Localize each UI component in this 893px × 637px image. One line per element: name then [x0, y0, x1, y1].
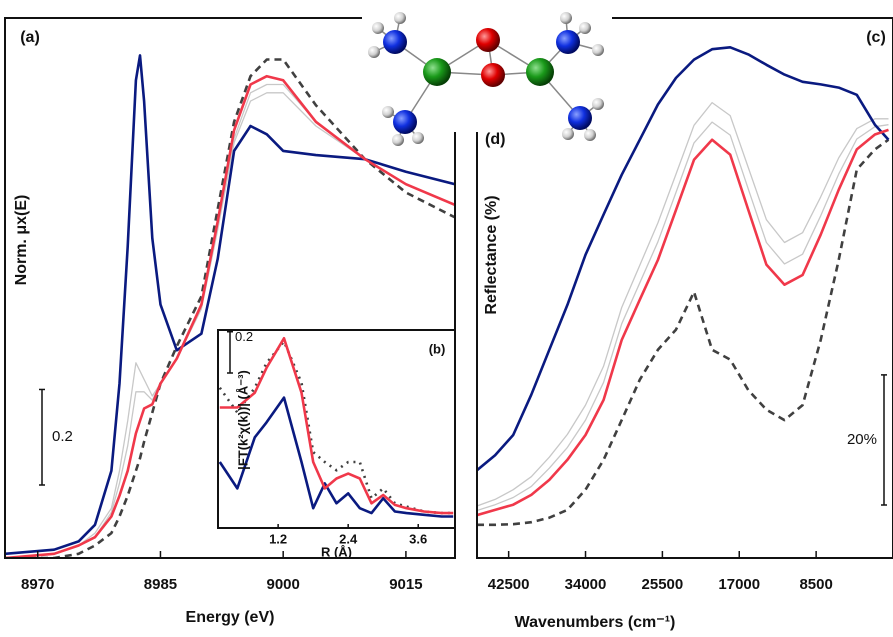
hydrogen-atom — [372, 22, 384, 34]
scale-bar-label: 20% — [847, 431, 877, 448]
nitrogen-atom — [568, 106, 592, 130]
x-tick-label: 9000 — [266, 576, 299, 593]
x-tick-label: 3.6 — [409, 531, 427, 546]
hydrogen-atom — [392, 134, 404, 146]
panel-label: (a) — [20, 29, 40, 46]
hydrogen-atom — [562, 128, 574, 140]
oxygen-atom — [481, 63, 505, 87]
x-tick-label: 42500 — [488, 576, 530, 593]
panel-label: (b) — [429, 341, 446, 356]
x-axis-title: Wavenumbers (cm⁻¹) — [515, 614, 676, 631]
x-tick-label: 25500 — [642, 576, 684, 593]
copper-atom — [526, 58, 554, 86]
scale-bar-label: 0.2 — [52, 428, 73, 445]
hydrogen-atom — [579, 22, 591, 34]
nitrogen-atom — [393, 110, 417, 134]
oxygen-atom — [476, 28, 500, 52]
x-tick-label: 9015 — [389, 576, 422, 593]
hydrogen-atom — [382, 106, 394, 118]
inset-background — [218, 330, 455, 528]
nitrogen-atom — [383, 30, 407, 54]
x-axis-title: Energy (eV) — [186, 609, 275, 626]
scale-bar-label: 0.2 — [235, 329, 253, 344]
molecule-label: (d) — [485, 131, 505, 148]
series-line — [477, 140, 889, 525]
y-axis-title: Reflectance (%) — [483, 195, 500, 314]
hydrogen-atom — [592, 98, 604, 110]
hydrogen-atom — [368, 46, 380, 58]
hydrogen-atom — [584, 129, 596, 141]
x-axis-title: R (Å) — [321, 544, 352, 559]
panel-label: (c) — [866, 29, 886, 46]
x-tick-label: 8500 — [799, 576, 832, 593]
hydrogen-atom — [592, 44, 604, 56]
hydrogen-atom — [394, 12, 406, 24]
x-tick-label: 8985 — [144, 576, 177, 593]
x-tick-label: 8970 — [21, 576, 54, 593]
copper-atom — [423, 58, 451, 86]
series-line — [477, 103, 889, 506]
figure: 8970 8985 9000 9015 Energy (eV) Norm. μx(E) (a… — [0, 0, 893, 637]
nitrogen-atom — [556, 30, 580, 54]
x-tick-label: 1.2 — [269, 531, 287, 546]
x-tick-label: 34000 — [565, 576, 607, 593]
x-tick-label: 17000 — [718, 576, 760, 593]
y-axis-title: Norm. μx(E) — [13, 195, 30, 286]
hydrogen-atom — [412, 132, 424, 144]
hydrogen-atom — [560, 12, 572, 24]
y-axis-title: |FT(k²χ(k))| (Å⁻³) — [235, 370, 250, 470]
series-line — [477, 130, 889, 515]
